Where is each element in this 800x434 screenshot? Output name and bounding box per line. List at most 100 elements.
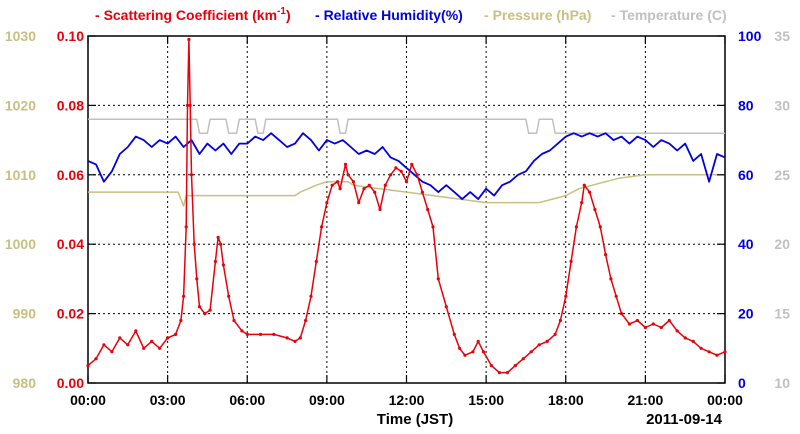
scattering-point [166, 336, 170, 340]
pressure-tick-label: 1010 [5, 167, 36, 183]
scattering-point [219, 242, 223, 246]
scattering-point [293, 339, 297, 343]
scattering-point [529, 350, 533, 354]
scattering-point [415, 173, 419, 177]
temperature-tick-label: 15 [774, 306, 790, 322]
scattering-tick-label: 0.02 [57, 306, 84, 322]
humidity-axis: 0 20 40 60 80 100 [738, 28, 762, 391]
scattering-point [174, 332, 178, 336]
x-tick-label: 09:00 [309, 392, 345, 408]
humidity-tick-label: 100 [738, 28, 762, 44]
scattering-point [458, 346, 462, 350]
scattering-point [179, 318, 183, 323]
legend: - Scattering Coefficient (km-1) - Relati… [95, 6, 727, 23]
time-axis: 00:00 03:00 06:00 09:00 12:00 15:00 18:00 21:00… [70, 35, 743, 408]
scattering-point [232, 318, 236, 323]
scattering-point [184, 225, 188, 229]
scattering-point [240, 329, 244, 333]
scattering-point [373, 190, 377, 194]
scattering-point [213, 259, 217, 264]
scattering-point [699, 346, 703, 350]
scattering-point [258, 332, 263, 336]
scattering-point [357, 201, 361, 205]
scattering-point [325, 201, 329, 205]
scattering-point [476, 339, 480, 343]
scattering-series-line [87, 38, 726, 374]
scattering-point [142, 346, 146, 350]
scattering-tick-label: 0.08 [57, 97, 84, 113]
scattering-point [389, 173, 393, 177]
scattering-point [431, 225, 435, 229]
scattering-point [569, 259, 573, 264]
scattering-point [272, 332, 276, 336]
scattering-point [158, 346, 162, 350]
scattering-point [208, 308, 212, 312]
scattering-point [399, 169, 403, 173]
scattering-point [187, 37, 191, 42]
scattering-point [335, 180, 340, 184]
scattering-point [582, 183, 586, 187]
scattering-point [185, 103, 190, 107]
scattering-point [285, 336, 289, 340]
humidity-tick-label: 80 [738, 97, 754, 113]
scattering-point [309, 294, 313, 298]
temperature-tick-label: 20 [774, 236, 790, 252]
humidity-series-line [87, 132, 726, 200]
x-tick-label: 18:00 [548, 392, 584, 408]
scattering-point [609, 277, 613, 281]
x-tick-label: 00:00 [707, 392, 743, 408]
scattering-point [521, 357, 525, 361]
scattering-point [330, 183, 334, 187]
scattering-point [553, 332, 557, 336]
scattering-point [558, 318, 563, 323]
humidity-tick-label: 60 [738, 167, 754, 183]
scattering-point [619, 312, 624, 316]
pressure-tick-label: 1020 [5, 97, 36, 113]
legend-humidity: - Relative Humidity(%) [315, 7, 463, 23]
scattering-point [635, 318, 640, 323]
scattering-point [426, 207, 430, 212]
scattering-point [346, 173, 350, 177]
temperature-tick-label: 30 [774, 97, 790, 113]
scattering-point [564, 294, 568, 298]
scattering-point [436, 277, 440, 281]
scattering-point [537, 343, 541, 347]
scattering-point [216, 235, 220, 239]
scattering-point [367, 183, 371, 187]
humidity-tick-label: 0 [738, 375, 746, 391]
scattering-tick-label: 0.04 [57, 236, 84, 252]
scattering-point [94, 357, 98, 361]
scattering-point [463, 353, 467, 357]
scattering-point [298, 336, 302, 340]
plot-frame [87, 35, 726, 384]
scattering-point [394, 166, 398, 170]
scattering-point [227, 294, 231, 298]
scattering-point [683, 336, 687, 340]
scattering-point [614, 294, 618, 298]
scattering-point [192, 242, 196, 246]
legend-temperature: - Temperature (C) [611, 7, 727, 23]
pressure-tick-label: 1000 [5, 236, 36, 252]
scattering-axis: 0.00 0.02 0.04 0.06 0.08 0.10 [57, 28, 84, 391]
scattering-point [574, 225, 579, 229]
scattering-point [643, 325, 648, 330]
x-tick-label: 03:00 [150, 392, 186, 408]
scattering-tick-label: 0.00 [57, 375, 84, 391]
scattering-point [338, 187, 342, 191]
scattering-point [505, 371, 509, 375]
pressure-axis: 980 990 1000 1010 1020 1030 [5, 28, 36, 391]
scattering-point [404, 180, 409, 184]
scattering-point [343, 162, 348, 166]
scattering-point [593, 207, 597, 212]
scattering-point [723, 350, 727, 354]
scattering-point [707, 350, 711, 354]
scattering-point [604, 253, 608, 257]
pressure-tick-label: 990 [13, 306, 37, 322]
scattering-point [203, 312, 207, 316]
pressure-tick-label: 1030 [5, 28, 36, 44]
temperature-tick-label: 10 [774, 375, 790, 391]
scattering-point [471, 350, 475, 354]
scattering-point [102, 343, 106, 347]
scattering-point [304, 318, 308, 323]
